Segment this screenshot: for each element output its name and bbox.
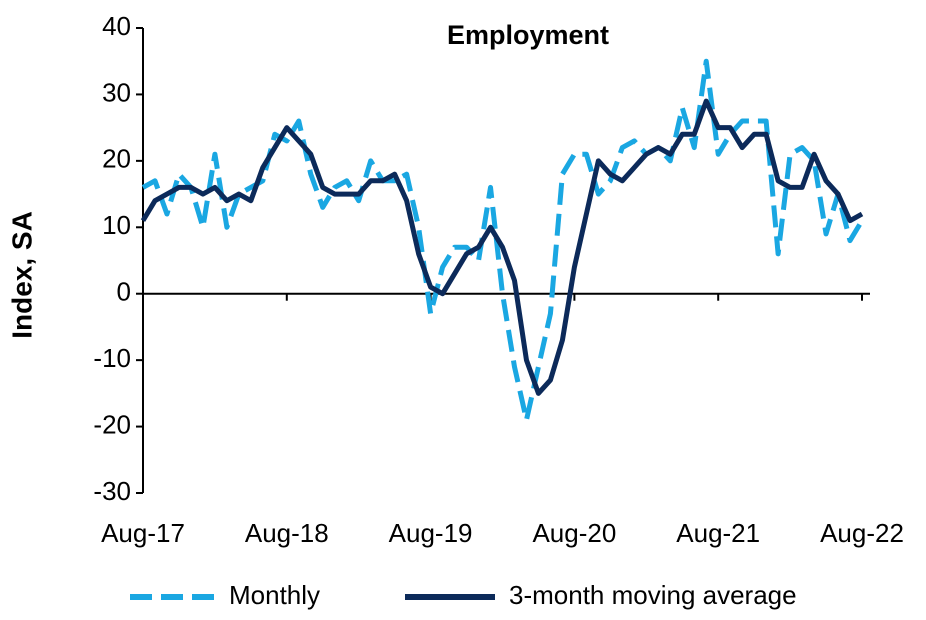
chart-title: Employment <box>447 20 609 50</box>
x-tick-label: Aug-19 <box>389 518 473 548</box>
y-tick-label: -10 <box>93 343 131 373</box>
line-series <box>141 58 865 423</box>
y-tick-label: -30 <box>93 476 131 506</box>
y-tick-label: 20 <box>102 144 131 174</box>
y-axis-label: Index, SA <box>6 211 37 339</box>
y-tick-label: 30 <box>102 77 131 107</box>
y-tick-label: 40 <box>102 11 131 41</box>
y-tick-label: 10 <box>102 210 131 240</box>
line-series <box>140 98 864 396</box>
x-tick-label: Aug-17 <box>101 518 185 548</box>
x-tick-label: Aug-20 <box>532 518 616 548</box>
legend-label: Monthly <box>229 580 320 610</box>
y-tick-label: 0 <box>117 277 131 307</box>
legend-label: 3-month moving average <box>509 580 797 610</box>
y-tick-label: -20 <box>93 409 131 439</box>
x-tick-label: Aug-22 <box>820 518 904 548</box>
x-tick-label: Aug-21 <box>676 518 760 548</box>
x-tick-label: Aug-18 <box>245 518 329 548</box>
